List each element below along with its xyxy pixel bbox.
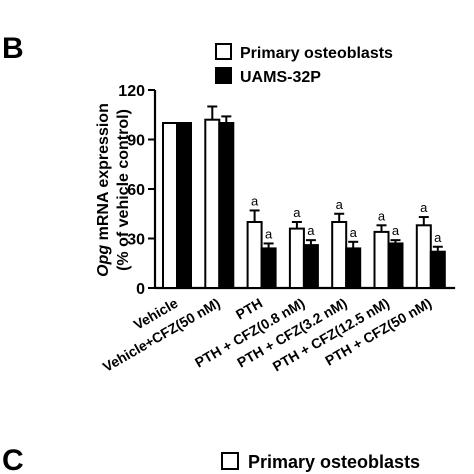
significance-label: a [293,205,301,220]
panel-c-letter: C [2,444,24,474]
significance-label: a [350,225,358,240]
y-tick-label: 30 [127,232,145,249]
bar-uams-32p [176,122,192,289]
chart-panel-b: Opg mRNA expression (% of vehicle contro… [95,43,456,375]
y-axis-label-line2: (% of vehicle control) [115,109,132,271]
y-tick-label: 0 [136,281,145,298]
bar-uams-32p [260,247,277,289]
panel-b-letter: B [2,32,24,65]
significance-label: a [265,226,273,241]
significance-label: a [420,200,428,215]
bar-primary-osteoblasts [288,227,305,290]
bar-primary-osteoblasts [331,221,348,289]
significance-label: a [307,223,315,238]
bar-uams-32p [429,250,446,289]
bar-primary-osteoblasts [415,224,432,290]
legend-label-primary-osteoblasts: Primary osteoblasts [240,45,393,62]
bar-uams-32p [302,244,319,290]
legend-label-uams-32p: UAMS-32P [240,69,321,86]
bar-uams-32p [218,122,235,289]
bar-uams-32p [345,247,362,289]
significance-label: a [434,230,442,245]
significance-label: a [392,223,400,238]
bar-primary-osteoblasts [246,221,263,289]
legend-swatch-primary-osteoblasts [215,43,232,60]
bar-primary-osteoblasts [162,122,178,289]
bar-uams-32p [387,242,404,289]
y-tick-label: 120 [118,83,145,100]
panel-c-legend: Primary osteoblasts [221,452,420,472]
legend-swatch-uams-32p [215,67,232,84]
panel-c-legend-swatch [221,452,239,470]
y-tick-label: 60 [127,182,145,199]
bar-primary-osteoblasts [373,230,390,289]
significance-label: a [251,193,259,208]
y-axis-label-rest: mRNA expression [95,103,112,245]
significance-label: a [336,197,344,212]
legend: Primary osteoblasts UAMS-32P [215,43,393,86]
bar-primary-osteoblasts [204,118,221,289]
y-axis-label-gene: Opg [95,245,112,277]
y-tick-label: 90 [127,133,145,150]
significance-label: a [378,208,386,223]
y-axis-label-line1: Opg mRNA expression [95,103,112,277]
panel-c-legend-label: Primary osteoblasts [248,452,420,472]
